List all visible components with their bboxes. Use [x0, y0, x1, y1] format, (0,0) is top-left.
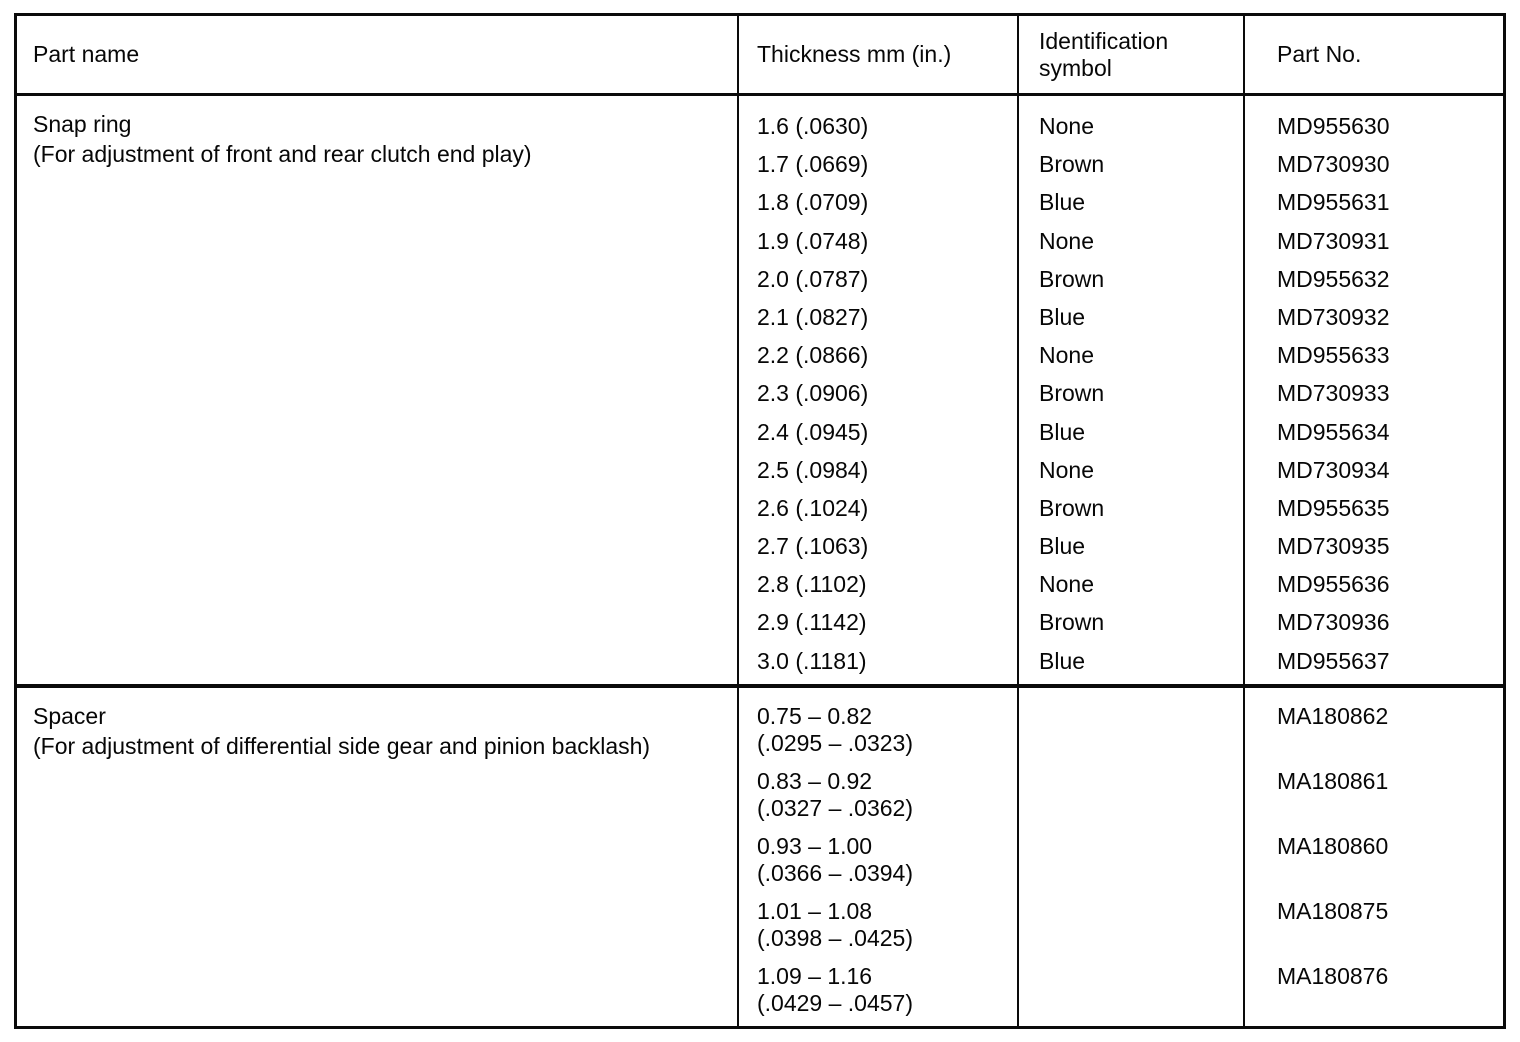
thickness-range: 0.75 – 0.82 (.0295 – .0323): [757, 703, 1017, 757]
thickness-value: 3.0 (.1181): [757, 647, 867, 674]
part-no: MD955636: [1277, 571, 1390, 598]
part-no: MD955635: [1277, 494, 1390, 521]
thickness-value: 1.8 (.0709): [757, 189, 869, 216]
thickness-range: 1.01 – 1.08 (.0398 – .0425): [757, 898, 1017, 952]
identification-symbol: Brown: [1039, 265, 1105, 292]
column-header-thickness: Thickness mm (in.): [739, 16, 1019, 93]
thickness-in: (.0295 – .0323): [757, 730, 914, 756]
column-header-label: Part No.: [1277, 41, 1362, 67]
thickness-mm: 0.75 – 0.82: [757, 703, 873, 729]
identification-symbol: None: [1039, 227, 1094, 254]
identification-symbol: None: [1039, 113, 1094, 139]
part-no: MD730932: [1277, 303, 1390, 330]
thickness-column: 0.75 – 0.82 (.0295 – .0323) 0.83 – 0.92 …: [739, 688, 1019, 1028]
part-no: MD955632: [1277, 265, 1390, 292]
part-no: MD730933: [1277, 380, 1390, 407]
column-header-identification-symbol: Identification symbol: [1019, 16, 1245, 93]
column-header-part-no: Part No.: [1245, 16, 1503, 93]
identification-symbol: Blue: [1039, 189, 1086, 216]
part-no: MA180875: [1277, 898, 1389, 924]
thickness-value: 1.9 (.0748): [757, 227, 869, 254]
part-note: (For adjustment of front and rear clutch…: [33, 141, 532, 167]
thickness-value: 1.6 (.0630): [757, 113, 869, 139]
part-no: MD955634: [1277, 418, 1390, 445]
identification-symbol: Brown: [1039, 380, 1105, 407]
part-no: MA180876: [1277, 963, 1389, 989]
part-no-column: MA180862 MA180861 MA180860 MA180875 MA18…: [1245, 688, 1503, 1028]
parts-table: Part name Thickness mm (in.) Identificat…: [14, 13, 1506, 1029]
table-section-spacer: Spacer (For adjustment of differential s…: [17, 684, 1503, 1028]
identification-symbol: Brown: [1039, 151, 1105, 178]
part-no: MD955631: [1277, 189, 1390, 216]
thickness-value: 2.7 (.1063): [757, 533, 869, 560]
part-no: MD955630: [1277, 113, 1390, 139]
part-no: MD730935: [1277, 533, 1390, 560]
thickness-in: (.0429 – .0457): [757, 990, 914, 1016]
identification-symbol: Brown: [1039, 609, 1105, 636]
identification-symbol: Blue: [1039, 418, 1086, 445]
thickness-in: (.0366 – .0394): [757, 860, 914, 886]
identification-symbol: None: [1039, 342, 1094, 369]
thickness-mm: 0.83 – 0.92: [757, 768, 873, 794]
identification-symbol-column-empty: [1019, 688, 1245, 1028]
part-name: Snap ring: [33, 111, 132, 137]
part-no: MD955637: [1277, 647, 1390, 674]
thickness-column: 1.6 (.0630) 1.7 (.0669) 1.8 (.0709) 1.9 …: [739, 96, 1019, 684]
part-name-cell: Snap ring (For adjustment of front and r…: [17, 96, 739, 684]
identification-symbol: None: [1039, 456, 1094, 483]
thickness-mm: 0.93 – 1.00: [757, 833, 873, 859]
column-header-label: Part name: [33, 41, 140, 67]
identification-symbol: None: [1039, 571, 1094, 598]
thickness-in: (.0327 – .0362): [757, 795, 914, 821]
column-header-part-name: Part name: [17, 16, 739, 93]
thickness-value: 2.4 (.0945): [757, 418, 869, 445]
column-header-label: Identification symbol: [1039, 27, 1169, 81]
part-no: MD730930: [1277, 151, 1390, 178]
part-name: Spacer: [33, 703, 106, 729]
identification-symbol: Blue: [1039, 533, 1086, 560]
identification-symbol-column: None Brown Blue None Brown Blue None Bro…: [1019, 96, 1245, 684]
column-header-label: Thickness mm (in.): [757, 41, 952, 67]
table-section-snap-ring: Snap ring (For adjustment of front and r…: [17, 96, 1503, 684]
thickness-in: (.0398 – .0425): [757, 925, 914, 951]
part-no: MD730936: [1277, 609, 1390, 636]
thickness-value: 2.3 (.0906): [757, 380, 869, 407]
thickness-range: 0.93 – 1.00 (.0366 – .0394): [757, 833, 1017, 887]
thickness-value: 2.0 (.0787): [757, 265, 869, 292]
table-header-row: Part name Thickness mm (in.) Identificat…: [17, 16, 1503, 96]
part-no: MA180862: [1277, 703, 1389, 729]
identification-symbol: Blue: [1039, 647, 1086, 674]
thickness-range: 1.09 – 1.16 (.0429 – .0457): [757, 963, 1017, 1017]
part-no: MD730931: [1277, 227, 1390, 254]
part-no: MA180860: [1277, 833, 1389, 859]
thickness-value: 1.7 (.0669): [757, 151, 869, 178]
identification-symbol: Blue: [1039, 303, 1086, 330]
thickness-value: 2.8 (.1102): [757, 571, 867, 598]
thickness-value: 2.5 (.0984): [757, 456, 869, 483]
thickness-value: 2.9 (.1142): [757, 609, 867, 636]
thickness-value: 2.1 (.0827): [757, 303, 869, 330]
identification-symbol: Brown: [1039, 494, 1105, 521]
thickness-mm: 1.01 – 1.08: [757, 898, 873, 924]
thickness-value: 2.2 (.0866): [757, 342, 869, 369]
thickness-mm: 1.09 – 1.16: [757, 963, 873, 989]
part-note: (For adjustment of differential side gea…: [33, 733, 651, 759]
part-no: MD730934: [1277, 456, 1390, 483]
part-no: MA180861: [1277, 768, 1389, 794]
thickness-range: 0.83 – 0.92 (.0327 – .0362): [757, 768, 1017, 822]
part-name-cell: Spacer (For adjustment of differential s…: [17, 688, 739, 1028]
part-no-column: MD955630 MD730930 MD955631 MD730931 MD95…: [1245, 96, 1503, 684]
part-no: MD955633: [1277, 342, 1390, 369]
thickness-value: 2.6 (.1024): [757, 494, 869, 521]
